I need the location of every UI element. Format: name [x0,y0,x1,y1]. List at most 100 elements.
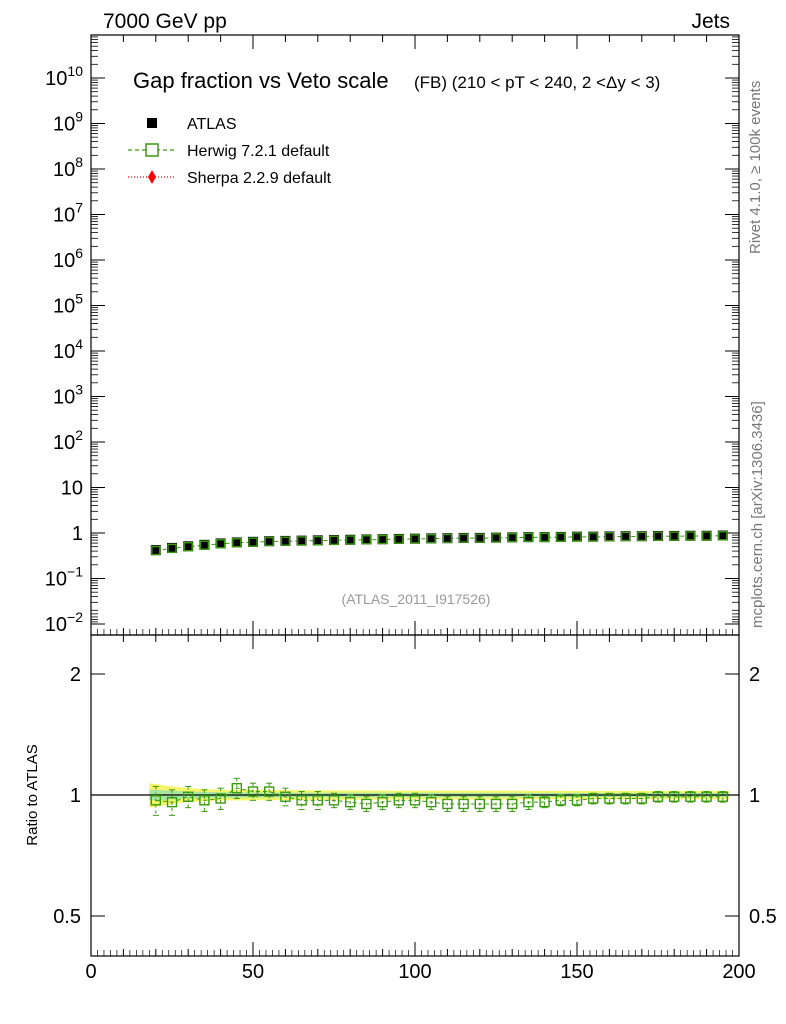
herwig-ratio-point [409,795,421,806]
herwig-point [280,536,291,546]
herwig-point [232,538,242,548]
herwig-point [507,532,517,543]
legend-atlas-label: ATLAS [187,116,237,133]
atlas-point [491,532,501,543]
rivet-version-label: Rivet 4.1.0, ≥ 100k events [747,81,764,254]
herwig-point [685,531,696,541]
herwig-point [296,536,307,546]
herwig-ratio-point [361,798,372,810]
atlas-point [426,533,437,544]
herwig-ratio-point [393,795,404,806]
herwig-point [637,531,647,542]
atlas-point [572,531,582,542]
atlas-point [329,535,339,546]
atlas-point [685,530,696,541]
herwig-point [491,533,501,543]
ratio-axis-label: Ratio to ATLAS [24,744,41,845]
herwig-ratio-point [701,791,712,802]
atlas-point [669,530,680,541]
y-tick-label: 1010 [45,63,83,90]
y-tick-label: 106 [53,245,83,272]
atlas-point [312,535,323,546]
herwig-point [718,531,728,541]
herwig-ratio-point [377,796,388,808]
atlas-point [507,532,518,543]
x-tick-label: 50 [242,961,264,983]
atlas-point [280,535,291,546]
x-tick-label: 150 [560,961,593,983]
herwig-point [313,535,323,546]
ratio-panel-marks: 0 50 100 150 200 0.5 0.5 1 1 2 2 [53,635,777,983]
atlas-point [539,532,550,543]
herwig-ratio-point [264,786,275,797]
herwig-ratio-line [155,787,723,805]
herwig-point [215,539,226,549]
atlas-point [345,534,356,545]
atlas-point [523,532,534,543]
herwig-point [523,532,534,543]
herwig-point [199,540,210,550]
atlas-point [588,531,599,542]
herwig-point [458,533,469,543]
atlas-point [555,531,566,542]
atlas-point [701,530,712,541]
herwig-ratio-point [296,795,307,806]
x-tick-label: 100 [398,961,431,983]
legend: ATLAS Herwig 7.2.1 default Sherpa 2.2.9 … [128,116,332,187]
atlas-point [636,531,647,542]
y-tick-label: 10−2 [45,609,83,636]
herwig-point [669,531,679,541]
mcplots-credit-label: mcplots.cern.ch [arXiv:1306.3436] [749,401,766,628]
x-tick-label: 0 [85,961,96,983]
herwig-ratio-point [669,791,680,802]
plot-subtitle: (FB) (210 < pT < 240, 2 <Δy < 3) [414,73,660,92]
herwig-ratio-point [231,782,243,794]
herwig-point [151,545,161,556]
atlas-point [296,535,307,546]
herwig-point [264,536,274,547]
atlas-point [604,531,615,542]
y-tick-label: 108 [53,154,83,181]
herwig-point [329,535,339,546]
atlas-point [199,539,210,550]
ratio-y-tick-label-right: 1 [749,785,760,807]
x-tick-label: 200 [722,961,755,983]
atlas-point [653,530,663,541]
herwig-ratio-point [620,793,631,804]
atlas-point [264,536,275,547]
atlas-point [620,531,631,542]
herwig-ratio-point [717,791,728,802]
herwig-ratio-point [539,796,550,808]
atlas-point [150,545,161,556]
herwig-point [410,534,420,544]
herwig-ratio-point [247,786,259,797]
atlas-point [377,534,388,545]
herwig-ratio-point [588,793,599,804]
y-tick-label: 109 [53,109,83,136]
herwig-point [475,533,485,543]
legend-atlas-marker [147,118,157,128]
herwig-point [701,531,712,541]
ratio-y-tick-label: 1 [70,785,81,807]
herwig-point [377,534,388,545]
herwig-ratio-point [280,791,291,802]
atlas-point [474,532,485,543]
atlas-point [167,542,177,553]
herwig-ratio-point [685,791,696,802]
y-tick-label: 103 [53,382,83,409]
legend-sherpa-label: Sherpa 2.2.9 default [187,170,332,187]
atlas-point [410,533,420,544]
herwig-ratio-point [182,791,194,802]
herwig-ratio-point [312,795,323,806]
legend-herwig-label: Herwig 7.2.1 default [187,143,330,160]
herwig-point [248,537,258,547]
herwig-ratio-point [442,798,453,810]
atlas-point [361,534,372,545]
y-tick-label: 104 [53,336,83,363]
herwig-ratio-point [490,798,502,810]
analysis-id: (ATLAS_2011_I917526) [342,591,491,607]
herwig-ratio-point [458,798,469,810]
y-tick-label: 107 [53,200,83,227]
plot-title: Gap fraction vs Veto scale [133,68,389,93]
